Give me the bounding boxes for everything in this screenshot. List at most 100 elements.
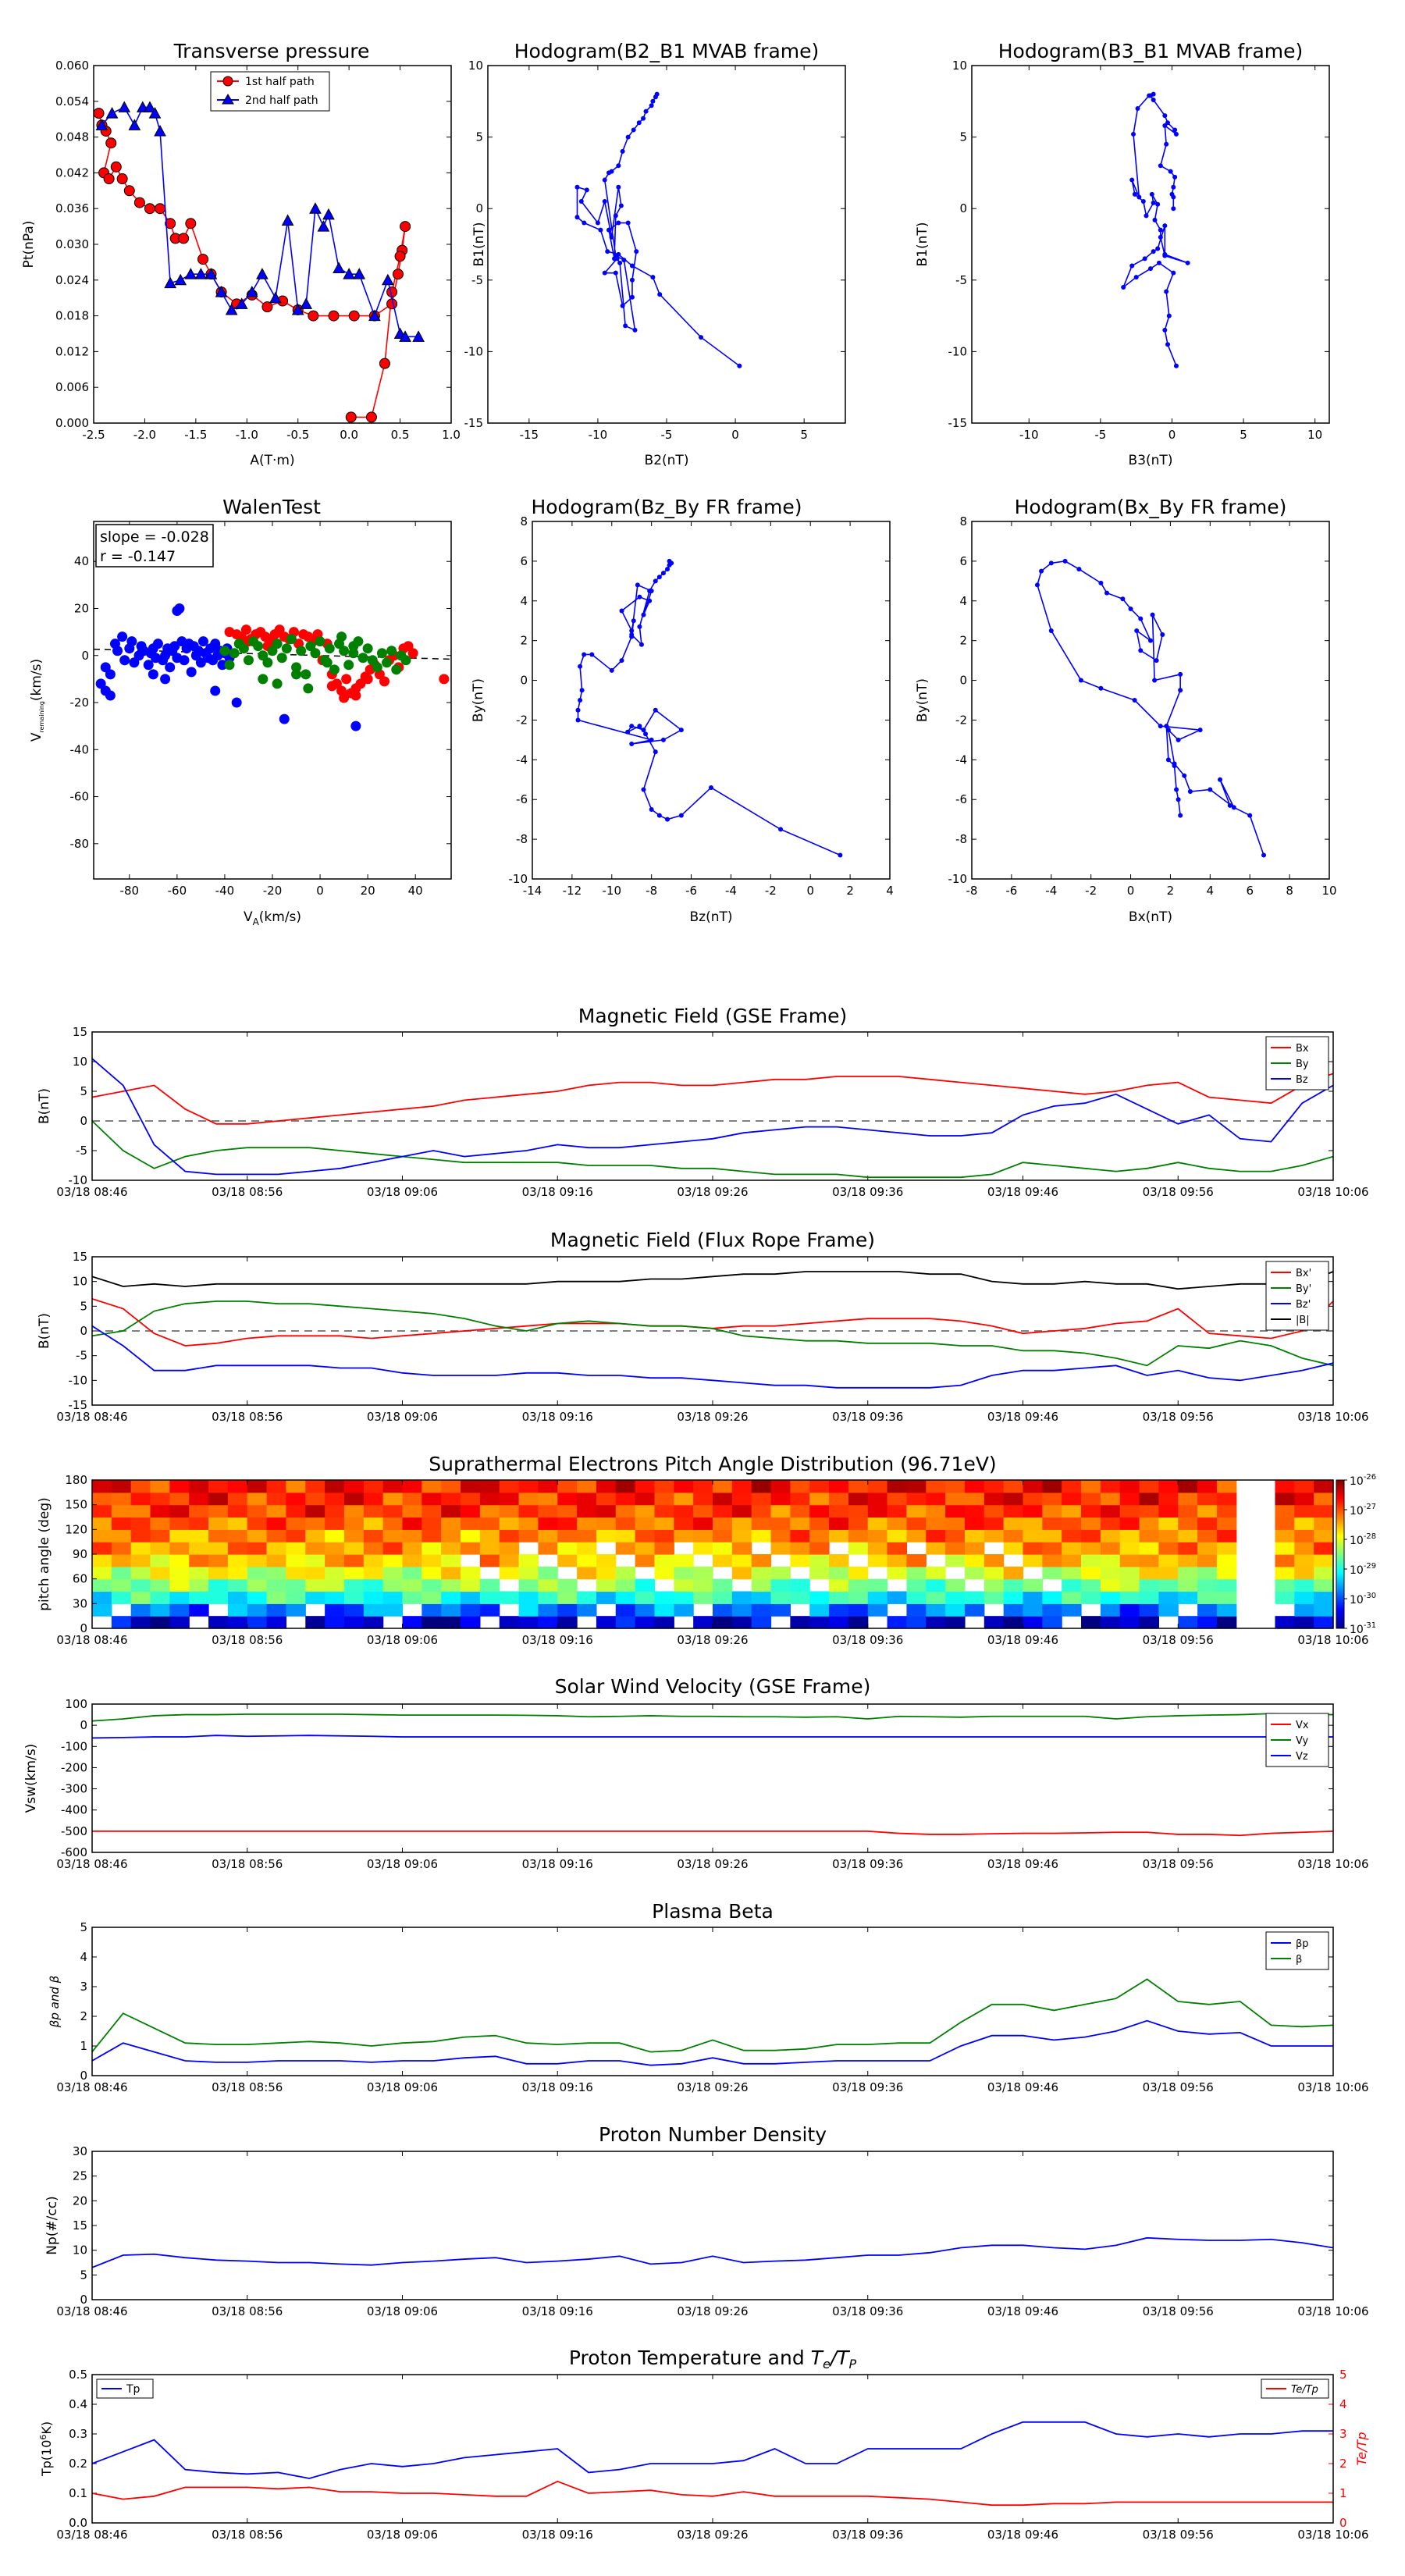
heatmap-cell: [208, 1542, 229, 1555]
walen-test-point: [165, 662, 176, 673]
heatmap-cell: [770, 1566, 791, 1580]
heatmap-cell: [1042, 1492, 1062, 1506]
heatmap-cell: [1275, 1566, 1295, 1580]
panel-plasma-beta: Plasma Beta 03/18 08:46 03/18 08:56 03/18 …: [48, 1900, 1369, 2094]
hodogram-b2-b1-point: [609, 169, 614, 174]
heatmap-cell: [227, 1492, 248, 1506]
walen-test-point: [174, 603, 185, 614]
heatmap-cell: [1314, 1529, 1334, 1542]
hodogram-b2-b1-xtick-label: -5: [661, 428, 673, 442]
heatmap-cell: [92, 1480, 112, 1493]
walen-test-xtick-label: -60: [168, 884, 187, 898]
heatmap-cell: [92, 1492, 112, 1506]
heatmap-cell: [169, 1529, 190, 1542]
transverse-pressure-point: [309, 202, 322, 214]
heatmap-cell: [130, 1578, 151, 1592]
hodogram-bz-by-point: [635, 582, 640, 588]
heatmap-cell: [382, 1603, 404, 1617]
heatmap-cell: [479, 1603, 500, 1617]
annotation-slope: slope = -0.028: [100, 528, 209, 546]
heatmap-cell: [557, 1578, 578, 1592]
heatmap-cell: [343, 1480, 365, 1493]
transverse-pressure-xtick-label: -1.5: [184, 428, 207, 442]
heatmap-cell: [1081, 1529, 1101, 1542]
heatmap-cell: [906, 1578, 927, 1592]
heatmap-cell: [829, 1504, 849, 1518]
heatmap-cell: [1158, 1480, 1179, 1493]
heatmap-cell: [189, 1529, 209, 1542]
panel-hodogram-b3-b1: Hodogram(B3_B1 MVAB frame) -10 -5 0 5 10-15-…: [915, 40, 1330, 468]
transverse-pressure-point: [148, 107, 162, 119]
plot-pitch-angle: 03/18 08:46 03/18 08:56 03/18 09:06 03/18 0…: [56, 1473, 1368, 1647]
heatmap-cell: [92, 1554, 112, 1567]
heatmap-cell: [596, 1517, 617, 1530]
walen-test-point: [362, 674, 373, 685]
heatmap-cell: [1197, 1616, 1218, 1629]
hodogram-b3-b1-point: [1121, 284, 1126, 290]
hodogram-b3-b1-data: [1121, 91, 1190, 368]
annotation-box-walen-test: slope = -0.028 r = -0.147: [95, 524, 214, 568]
hodogram-bz-by-point: [629, 628, 635, 633]
plot-walen-test: -80 -60 -40 -20 0 20 40 -80 -60 -40 -20 0 20 40: [70, 521, 451, 898]
hodogram-b3-b1-point: [1156, 260, 1161, 265]
hodogram-b3-b1-point: [1152, 217, 1158, 222]
heatmap-cell: [1139, 1578, 1160, 1592]
heatmap-cell: [654, 1480, 674, 1493]
heatmap-cell: [111, 1492, 132, 1506]
heatmap-cell: [1023, 1504, 1043, 1518]
heatmap-cell: [208, 1566, 229, 1580]
heatmap-cell: [945, 1517, 966, 1530]
hodogram-b3-b1-ytick-label: -15: [948, 416, 968, 430]
hodogram-bz-by-xtick-label: 2: [846, 884, 854, 898]
heatmap-cell: [731, 1504, 752, 1518]
heatmap-cell: [713, 1554, 733, 1567]
heatmap-cell: [1062, 1492, 1082, 1506]
heatmap-cell: [266, 1603, 287, 1617]
heatmap-cell: [615, 1616, 636, 1629]
heatmap-cell: [227, 1542, 248, 1555]
heatmap-cell: [751, 1480, 772, 1493]
hodogram-b2-b1-point: [574, 184, 580, 190]
heatmap-cell: [479, 1504, 500, 1518]
heatmap-cell: [130, 1616, 151, 1629]
walen-test-point: [376, 648, 387, 659]
axes-frame-hodogram-b3-b1: [971, 65, 1330, 424]
heatmap-cell: [479, 1554, 500, 1567]
heatmap-cell: [1023, 1578, 1043, 1592]
transverse-pressure-point: [215, 286, 228, 297]
mag-fr-ytick-label: -10: [69, 1373, 88, 1387]
sw-velocity-data: [92, 1713, 1333, 1837]
sw-velocity-xtick-label: 03/18 08:56: [212, 1857, 283, 1871]
heatmap-cell: [751, 1529, 772, 1542]
hodogram-b2-b1-point: [620, 148, 625, 154]
heatmap-cell: [286, 1566, 306, 1580]
mag-fr-ytick-label: -5: [76, 1349, 87, 1363]
legend-label: Tp: [126, 2383, 140, 2396]
plot-plasma-beta: 03/18 08:46 03/18 08:56 03/18 09:06 03/18 0…: [56, 1920, 1368, 2094]
walen-test-point: [315, 636, 325, 647]
heatmap-cell: [635, 1504, 656, 1518]
heatmap-cell: [305, 1542, 325, 1555]
transverse-pressure-point: [256, 268, 269, 279]
heatmap-cell: [1275, 1616, 1295, 1629]
transverse-pressure-point: [245, 286, 258, 297]
plot-proton-temp: 03/18 08:46 03/18 08:56 03/18 09:06 03/18 0…: [56, 2368, 1368, 2542]
mag-fr-ytick-label: 10: [73, 1275, 87, 1289]
plasma-beta-xtick-label: 03/18 09:16: [522, 2080, 593, 2094]
heatmap-cell: [926, 1591, 946, 1604]
heatmap-cell: [538, 1578, 558, 1592]
hodogram-bz-by-point: [579, 688, 585, 693]
walen-test-point: [341, 674, 352, 685]
heatmap-cell: [596, 1492, 617, 1506]
heatmap-cell: [130, 1591, 151, 1604]
xlabel-hodogram-bz-by: Bz(nT): [689, 909, 732, 925]
transverse-pressure-ytick-label: 0.048: [55, 130, 89, 144]
ylabel-proton-temp: Tp(106K): [38, 2421, 54, 2477]
heatmap-cell: [461, 1616, 481, 1629]
heatmap-cell: [130, 1566, 151, 1580]
heatmap-cell: [674, 1529, 694, 1542]
heatmap-cell: [343, 1616, 365, 1629]
heatmap-cell: [693, 1542, 713, 1555]
transverse-pressure-point: [103, 173, 115, 185]
sw-velocity-legend: Vx Vy Vz: [1265, 1713, 1329, 1767]
